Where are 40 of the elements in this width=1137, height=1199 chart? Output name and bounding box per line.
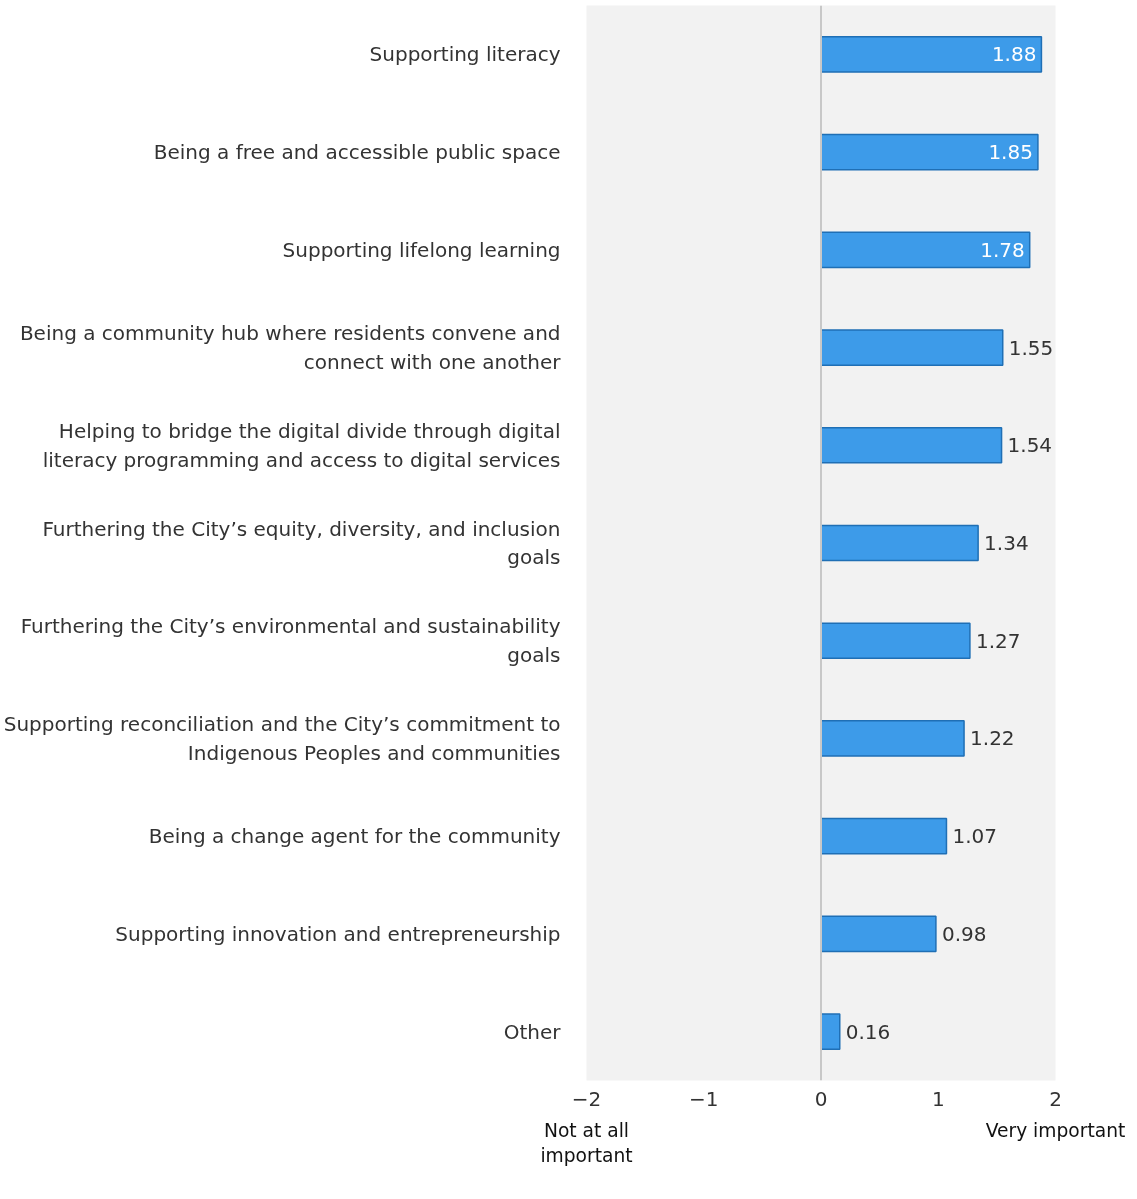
bar — [820, 915, 937, 953]
y-tick-label: Furthering the City’s environmental and sustainability goals — [20, 614, 561, 668]
bar — [820, 36, 1043, 73]
y-tick-label: Other — [503, 1019, 562, 1044]
y-tick-label: Supporting reconciliation and the City’s commitment to Indigenous Peoples and communities — [3, 712, 561, 765]
data-label: 0.98 — [941, 921, 987, 946]
x-tick-label: 1 — [931, 1086, 945, 1111]
data-label: 1.22 — [970, 726, 1015, 751]
bar — [820, 231, 1031, 269]
bar — [820, 720, 965, 757]
x-tick-label: −2 — [571, 1086, 602, 1111]
text: Very important — [985, 1119, 1126, 1141]
data-label: 1.27 — [975, 628, 1021, 653]
bar — [820, 329, 1004, 366]
bar — [820, 426, 1003, 464]
data-label: 1.07 — [952, 824, 997, 849]
x-tick-label: −1 — [689, 1086, 719, 1111]
data-label: 1.85 — [988, 140, 1033, 165]
y-tick-label: Supporting literacy — [369, 42, 561, 67]
bar — [820, 622, 971, 660]
bar — [820, 817, 948, 855]
y-tick-label: Being a community hub where residents convene and connect with one another — [19, 321, 562, 374]
data-label: 0.16 — [845, 1019, 891, 1044]
x-tick-label: 2 — [1049, 1086, 1062, 1111]
y-tick-label: Furthering the City’s equity, diversity, and inclusion goals — [42, 516, 561, 570]
y-tick-label: Helping to bridge the digital divide through digital literacy programming and access to digital services — [42, 418, 561, 472]
bar — [820, 133, 1039, 171]
y-tick-label: Supporting lifelong learning — [282, 237, 561, 262]
data-label: 1.54 — [1007, 433, 1053, 458]
data-label: 1.78 — [980, 237, 1025, 262]
y-tick-label: Being a change agent for the community — [148, 824, 561, 849]
bar — [820, 1013, 841, 1050]
text: Not at all important — [540, 1119, 633, 1166]
x-tick-label: 0 — [814, 1086, 828, 1111]
data-label: 1.88 — [991, 42, 1037, 67]
data-label: 1.34 — [984, 531, 1029, 555]
bar — [820, 524, 979, 562]
data-label: 1.55 — [1008, 335, 1054, 360]
y-tick-label: Supporting innovation and entrepreneurship — [115, 921, 561, 946]
y-tick-label: Being a free and accessible public space — [153, 140, 561, 165]
